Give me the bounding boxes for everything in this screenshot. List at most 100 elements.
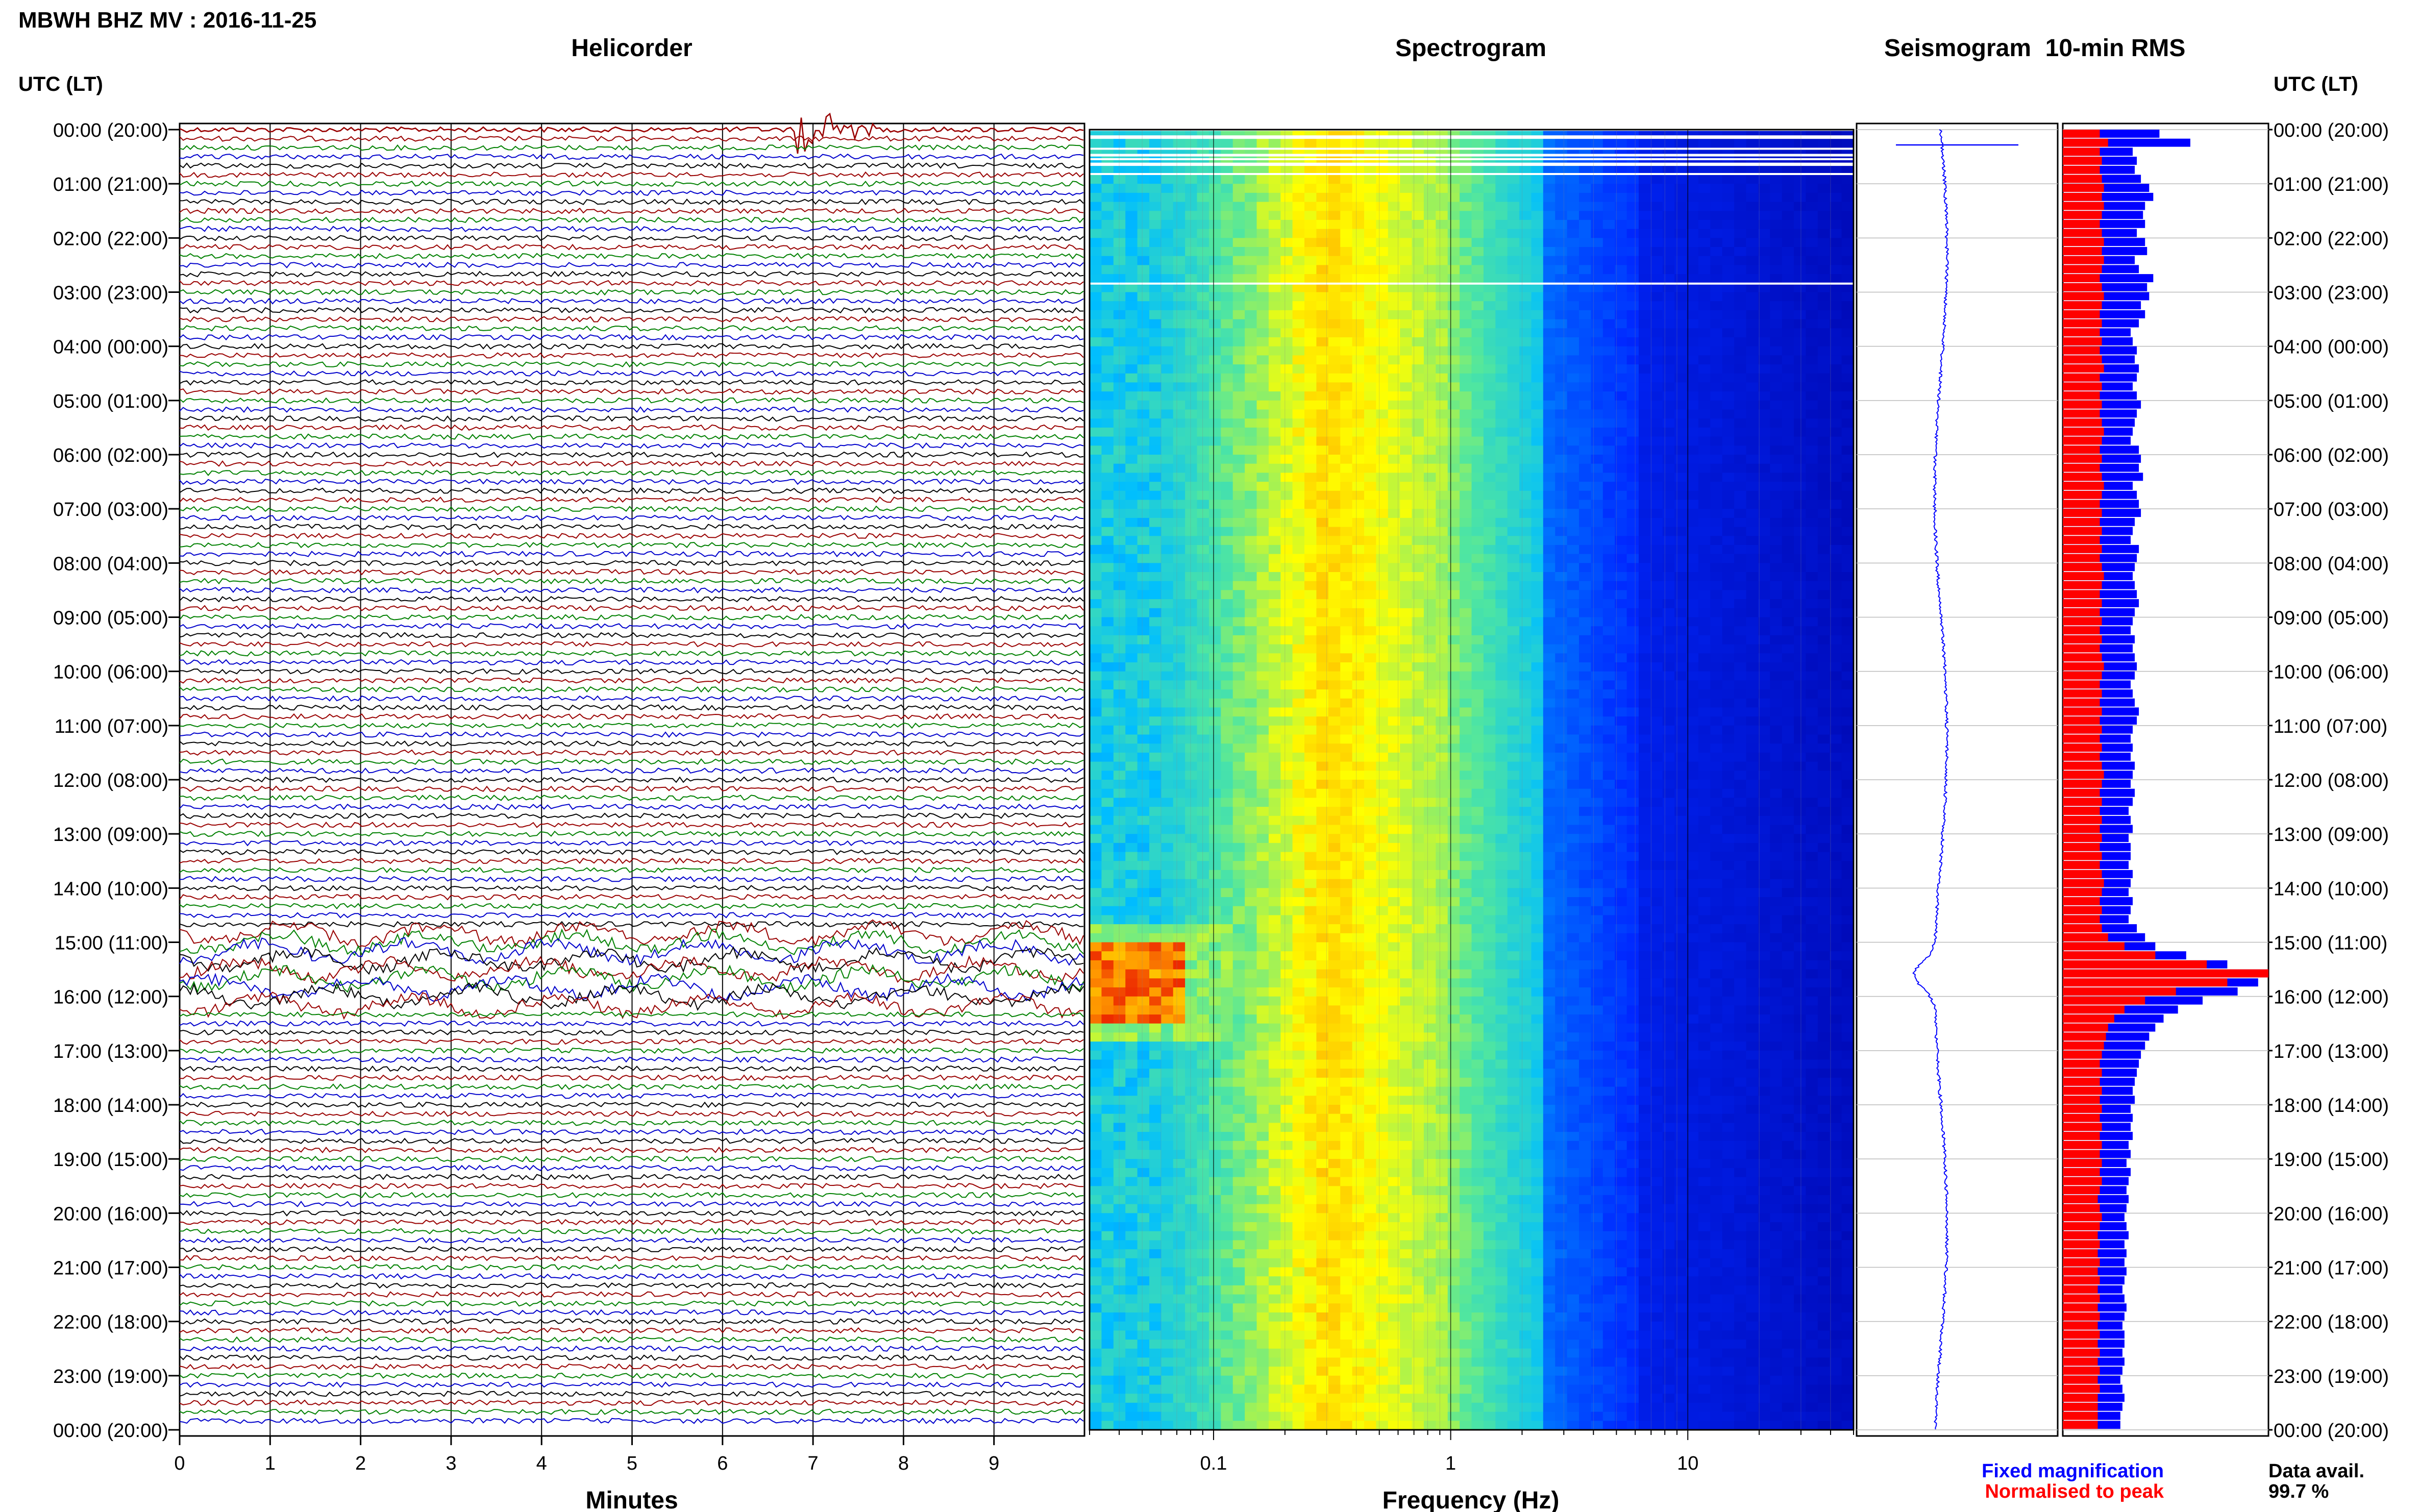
spectrogram-cell — [1436, 274, 1448, 284]
spectrogram-cell — [1615, 265, 1627, 275]
spectrogram-cell — [1531, 599, 1544, 609]
spectrogram-cell — [1292, 219, 1305, 230]
spectrogram-cell — [1794, 310, 1806, 320]
spectrogram-cell — [1782, 725, 1794, 735]
spectrogram-cell — [1101, 626, 1114, 636]
spectrogram-cell — [1495, 743, 1508, 753]
spectrogram-cell — [1686, 418, 1699, 428]
spectrogram-cell — [1650, 165, 1663, 176]
spectrogram-cell — [1817, 192, 1830, 203]
spectrogram-cell — [1817, 490, 1830, 501]
spectrogram-cell — [1149, 716, 1162, 726]
spectrogram-cell — [1328, 238, 1341, 247]
helicorder-trace — [179, 794, 1084, 801]
spectrogram-cell — [1090, 184, 1102, 193]
spectrogram-cell — [1579, 626, 1591, 636]
spectrogram-cell — [1113, 807, 1126, 816]
spectrogram-cell — [1232, 427, 1245, 437]
spectrogram-cell — [1423, 202, 1436, 211]
helicorder-trace — [179, 1083, 1084, 1090]
spectrogram-cell — [1352, 337, 1365, 347]
spectrogram-cell — [1256, 608, 1269, 618]
spectrogram-cell — [1483, 490, 1496, 501]
spectrogram-cell — [1794, 563, 1806, 573]
spectrogram-cell — [1626, 463, 1639, 473]
spectrogram-cell — [1364, 617, 1376, 627]
spectrogram-cell — [1328, 599, 1341, 609]
spectrogram-cell — [1388, 274, 1400, 284]
spectrogram-cell — [1770, 725, 1783, 735]
spectrogram-cell — [1626, 527, 1639, 536]
spectrogram-cell — [1543, 482, 1556, 491]
spectrogram-cell — [1698, 382, 1711, 392]
spectrogram-cell — [1340, 509, 1353, 518]
spectrogram-cell — [1519, 346, 1532, 356]
spectrogram-cell — [1602, 509, 1615, 518]
spectrogram-cell — [1280, 527, 1293, 536]
spectrogram-cell — [1185, 328, 1198, 338]
spectrogram-cell — [1591, 364, 1603, 374]
spectrogram-cell — [1161, 192, 1174, 203]
spectrogram-cell — [1782, 608, 1794, 618]
spectrogram-cell — [1197, 427, 1210, 437]
spectrogram-cell — [1591, 319, 1603, 329]
spectrogram-cell — [1232, 716, 1245, 726]
spectrogram-cell — [1531, 138, 1544, 148]
helicorder-trace — [179, 1354, 1084, 1361]
spectrogram-cell — [1090, 780, 1102, 789]
spectrogram-cell — [1268, 653, 1281, 663]
spectrogram-cell — [1137, 292, 1150, 302]
helicorder-trace — [179, 1282, 1084, 1289]
spectrogram-cell — [1232, 455, 1245, 464]
spectrogram-cell — [1830, 463, 1842, 473]
spectrogram-cell — [1090, 572, 1102, 582]
spectrogram-cell — [1268, 698, 1281, 708]
spectrogram-cell — [1817, 752, 1830, 762]
spectrogram-cell — [1519, 274, 1532, 284]
spectrogram-cell — [1292, 752, 1305, 762]
spectrogram-cell — [1221, 473, 1233, 482]
spectrogram-cell — [1830, 788, 1842, 798]
spectrogram-cell — [1364, 455, 1376, 464]
spectrogram-cell — [1567, 238, 1579, 247]
spectrogram-cell — [1447, 455, 1460, 464]
spectrogram-cell — [1423, 780, 1436, 789]
spectrogram-cell — [1579, 734, 1591, 744]
spectrogram-cell — [1208, 743, 1221, 753]
spectrogram-cell — [1686, 175, 1699, 184]
spectrogram-cell — [1185, 427, 1198, 437]
helicorder-trace — [179, 1065, 1084, 1072]
spectrogram-cell — [1602, 482, 1615, 491]
spectrogram-cell — [1364, 391, 1376, 401]
spectrogram-cell — [1495, 337, 1508, 347]
spectrogram-cell — [1149, 780, 1162, 789]
spectrogram-cell — [1352, 274, 1365, 284]
spectrogram-cell — [1567, 581, 1579, 590]
spectrogram-cell — [1662, 138, 1675, 148]
spectrogram-cell — [1483, 780, 1496, 789]
spectrogram-cell — [1686, 536, 1699, 546]
spectrogram-cell — [1483, 192, 1496, 203]
spectrogram-cell — [1674, 219, 1687, 230]
spectrogram-cell — [1830, 301, 1842, 311]
spectrogram-cell — [1710, 500, 1723, 509]
spectrogram-cell — [1090, 662, 1102, 672]
spectrogram-cell — [1280, 391, 1293, 401]
spectrogram-cell — [1292, 482, 1305, 491]
spectrogram-cell — [1734, 798, 1747, 807]
spectrogram-cell — [1591, 554, 1603, 563]
spectrogram-cell — [1602, 400, 1615, 410]
spectrogram-cell — [1412, 265, 1424, 275]
spectrogram-cell — [1579, 544, 1591, 555]
spectrogram-cell — [1471, 680, 1484, 690]
spectrogram-cell — [1806, 355, 1818, 365]
spectrogram-cell — [1352, 517, 1365, 528]
spectrogram-cell — [1376, 238, 1389, 247]
spectrogram-cell — [1531, 771, 1544, 780]
spectrogram-cell — [1555, 436, 1568, 446]
spectrogram-cell — [1662, 382, 1675, 392]
spectrogram-cell — [1830, 780, 1842, 789]
spectrogram-cell — [1340, 635, 1353, 645]
spectrogram-cell — [1746, 473, 1759, 482]
spectrogram-cell — [1185, 716, 1198, 726]
